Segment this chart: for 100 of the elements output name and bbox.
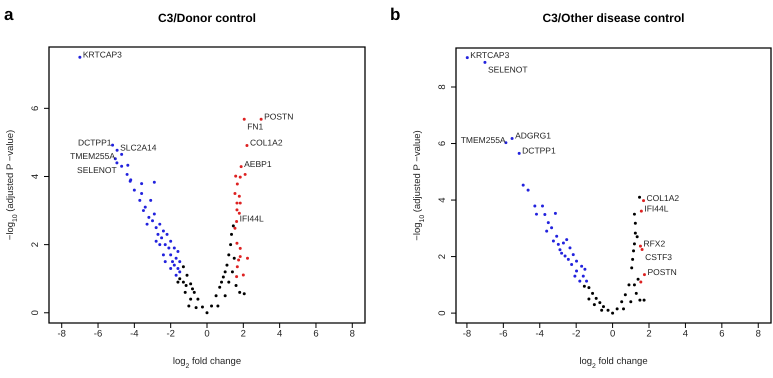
x-tick-label: 2 [240, 328, 246, 340]
annotation: COL1A2 [646, 192, 680, 203]
point [194, 306, 198, 310]
point [554, 212, 557, 215]
text: a [4, 5, 14, 24]
point [616, 307, 619, 310]
point [120, 164, 124, 168]
point [234, 284, 238, 288]
point [582, 284, 586, 288]
annotation: SLC2A14 [120, 142, 157, 152]
point [111, 144, 114, 147]
point [152, 212, 156, 216]
annotation: CSTF3 [645, 252, 672, 262]
annotation: TMEM255A [460, 134, 506, 145]
point [632, 283, 636, 286]
point [602, 305, 605, 308]
x-tick-label: 4 [682, 328, 688, 340]
point [232, 256, 236, 260]
annotation: DCTPP1 [78, 137, 112, 148]
point [573, 274, 576, 278]
point [120, 152, 124, 156]
point [78, 56, 82, 59]
point [606, 308, 610, 312]
point [638, 244, 642, 248]
point [176, 266, 180, 270]
point [575, 260, 578, 263]
point [245, 144, 248, 147]
point [210, 304, 214, 308]
x-tick-label: 6 [313, 328, 319, 340]
point [518, 152, 521, 155]
point [639, 280, 642, 284]
point [182, 280, 185, 284]
point [230, 270, 234, 274]
point [142, 209, 145, 212]
x-tick-label: 0 [610, 328, 616, 340]
point [555, 234, 558, 238]
point [160, 236, 164, 240]
point [164, 243, 167, 246]
point [578, 280, 582, 283]
point [238, 255, 242, 258]
point [186, 274, 189, 277]
x-tick-label: -2 [572, 328, 580, 340]
point [591, 292, 594, 295]
point [166, 232, 169, 236]
point [169, 240, 172, 243]
point [242, 273, 245, 276]
point [600, 308, 604, 312]
x-tick-label: -8 [462, 328, 472, 340]
point [570, 263, 574, 266]
point [172, 264, 176, 267]
point [582, 274, 585, 278]
x-tick-label: -8 [57, 328, 66, 340]
x-tick-label: -2 [166, 328, 175, 340]
point [140, 182, 144, 186]
point [184, 284, 188, 288]
point [634, 292, 638, 295]
y-tick-label: 6 [30, 106, 41, 111]
point [232, 224, 235, 228]
point [564, 254, 567, 258]
point [238, 202, 242, 205]
point [568, 246, 572, 250]
point [216, 304, 220, 308]
point [162, 253, 165, 256]
point [220, 280, 224, 284]
x-tick-label: -4 [536, 328, 544, 340]
y-tick-label: 6 [437, 140, 448, 146]
point [246, 256, 249, 260]
point [154, 226, 158, 230]
point [240, 165, 243, 168]
point [632, 249, 636, 252]
y-tick-label: 0 [30, 310, 41, 316]
point [522, 184, 525, 187]
point [642, 298, 646, 302]
point [546, 221, 550, 224]
point [622, 307, 626, 310]
point [214, 294, 218, 298]
point [638, 298, 642, 302]
y-tick-label: 2 [437, 254, 448, 260]
point [562, 242, 565, 245]
point [566, 258, 570, 261]
point [222, 276, 225, 278]
point [164, 260, 167, 264]
x-tick-label: 8 [756, 328, 761, 340]
point [565, 238, 568, 242]
point [466, 56, 469, 60]
point [200, 305, 204, 308]
point [184, 290, 187, 294]
point [235, 220, 238, 223]
point [634, 232, 637, 235]
point [182, 265, 185, 268]
point [236, 182, 239, 186]
point [167, 246, 170, 250]
point [510, 136, 514, 140]
point [235, 242, 238, 245]
point [224, 294, 227, 298]
x-tick-label: -6 [499, 328, 508, 340]
point [138, 198, 142, 202]
point [156, 232, 160, 236]
y-tick-label: 4 [30, 174, 41, 180]
point [634, 222, 637, 225]
